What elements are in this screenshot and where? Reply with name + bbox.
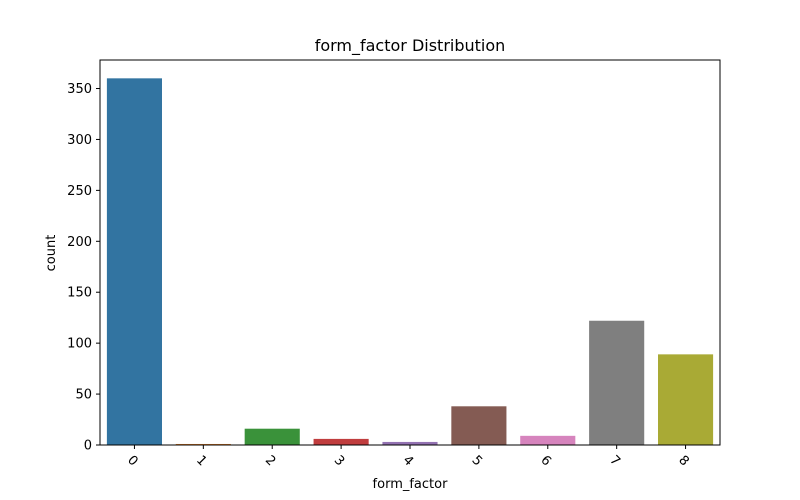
chart-title: form_factor Distribution [315, 36, 506, 56]
plot-frame [99, 59, 721, 446]
bar-4 [382, 441, 438, 445]
bar-6 [520, 435, 576, 445]
y-tick-label: 100 [67, 337, 92, 352]
bars-group [106, 78, 714, 445]
y-axis-ticks: 0 50 100 150 200 250 300 350 [67, 82, 100, 454]
y-tick-label: 300 [67, 133, 92, 148]
y-tick-label: 250 [67, 184, 92, 199]
y-tick-label: 350 [67, 82, 92, 97]
x-tick-label: 7 [606, 453, 622, 469]
x-tick-label: 6 [537, 453, 553, 469]
y-tick-label: 50 [75, 388, 92, 403]
bar-5 [451, 406, 507, 445]
bar-2 [244, 428, 300, 445]
x-tick-label: 0 [124, 453, 140, 469]
y-tick-label: 150 [67, 286, 92, 301]
x-axis-label: form_factor [373, 477, 449, 492]
x-tick-label: 4 [400, 453, 416, 469]
y-axis-label: count [44, 235, 59, 272]
x-tick-label: 8 [675, 453, 691, 469]
y-tick-label: 0 [84, 439, 92, 454]
x-tick-label: 5 [469, 453, 485, 469]
bar-3 [313, 438, 369, 445]
x-axis-ticks: 0 1 2 3 4 5 6 7 8 [124, 445, 692, 469]
x-tick-label: 2 [262, 453, 278, 469]
y-tick-label: 200 [67, 235, 92, 250]
bar-0 [106, 78, 162, 445]
bar-7 [589, 320, 645, 445]
x-tick-label: 1 [193, 453, 209, 469]
bar-8 [658, 354, 714, 445]
x-tick-label: 3 [331, 453, 347, 469]
bar-1 [175, 443, 231, 445]
